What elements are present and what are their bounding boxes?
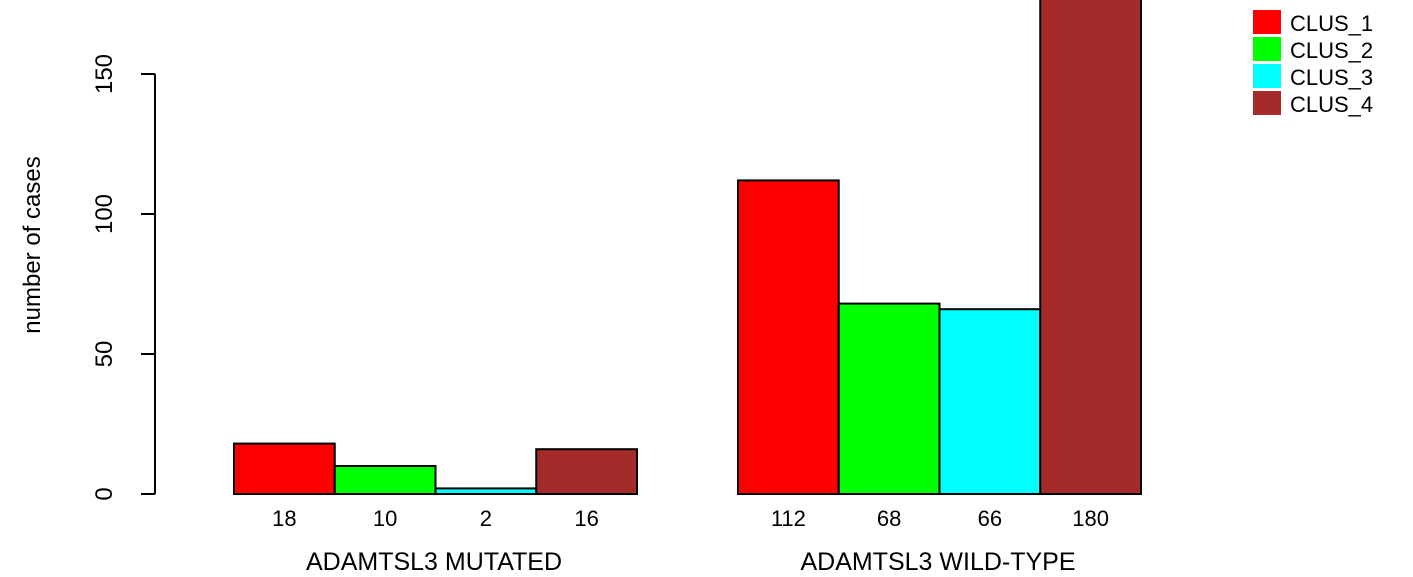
bar-mutated-clus-4 [535, 448, 638, 496]
bar-wild-type-clus-1 [737, 179, 840, 495]
legend-swatch-clus-2 [1253, 37, 1281, 61]
bar-wild-type-clus-2 [837, 302, 941, 495]
legend-swatch-clus-1 [1253, 10, 1281, 34]
bar-value-label: 18 [272, 506, 296, 531]
bar-value-label: 10 [373, 506, 397, 531]
bar-mutated-clus-3 [434, 487, 538, 495]
bar-mutated-clus-2 [333, 465, 437, 495]
legend-label-clus-3: CLUS_3 [1290, 65, 1373, 90]
bar-value-label: 66 [978, 506, 1002, 531]
bar-wild-type-clus-3 [938, 308, 1042, 496]
legend-swatch-clus-3 [1253, 64, 1281, 88]
y-tick-label: 100 [91, 194, 118, 234]
legend-label-clus-4: CLUS_4 [1290, 92, 1373, 117]
legend: CLUS_1 CLUS_2 CLUS_3 CLUS_4 [1253, 10, 1373, 117]
legend-swatch-clus-4 [1253, 91, 1281, 115]
y-axis: 0 50 100 150 [91, 54, 156, 501]
bar-value-label: 180 [1072, 506, 1109, 531]
y-tick-label: 0 [91, 487, 118, 500]
bars [233, 0, 1142, 496]
y-axis-ticks: 0 50 100 150 [91, 54, 155, 501]
y-tick-label: 50 [91, 341, 118, 368]
bar-value-label: 68 [877, 506, 901, 531]
bar-value-label: 2 [480, 506, 492, 531]
y-tick-label: 150 [91, 54, 118, 94]
value-labels: 18 10 2 16 112 68 66 180 [272, 506, 1109, 531]
bar-mutated-clus-1 [233, 442, 336, 496]
group-label-wild-type: ADAMTSL3 WILD-TYPE [800, 548, 1075, 576]
bar-wild-type-clus-4 [1039, 0, 1142, 495]
bar-value-label: 112 [771, 506, 806, 531]
y-axis-label: number of cases [19, 156, 46, 333]
legend-label-clus-2: CLUS_2 [1290, 38, 1373, 63]
legend-label-clus-1: CLUS_1 [1290, 11, 1373, 36]
bar-value-label: 16 [574, 506, 598, 531]
group-label-mutated: ADAMTSL3 MUTATED [306, 548, 562, 576]
